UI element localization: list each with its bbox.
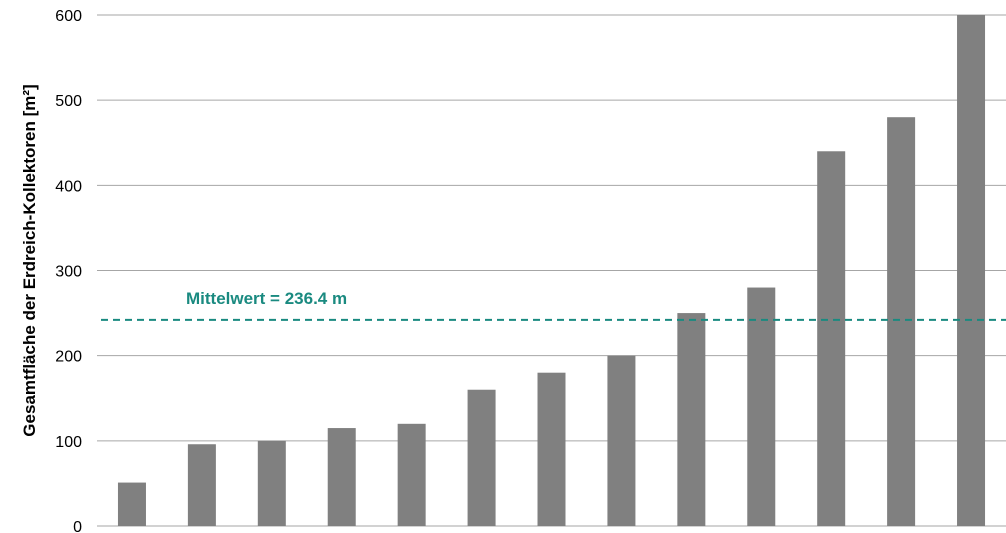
bar	[327, 428, 356, 526]
bar	[187, 444, 216, 526]
bar	[677, 313, 706, 526]
bar	[117, 482, 146, 526]
bars	[117, 15, 986, 526]
gridlines	[97, 14, 1006, 527]
y-tick-label: 0	[73, 519, 82, 533]
y-tick-label: 200	[55, 349, 82, 366]
bar	[607, 355, 636, 526]
bar	[537, 372, 566, 526]
y-tick-label: 600	[55, 8, 82, 25]
y-tick-label: 100	[55, 434, 82, 451]
y-tick-label: 400	[55, 178, 82, 195]
bar	[467, 389, 496, 526]
bar	[957, 15, 986, 526]
bar	[747, 287, 776, 526]
y-axis-ticks: 0 100 200 300 400 500 600	[55, 8, 82, 533]
bar	[887, 117, 916, 526]
mean-label: Mittelwert = 236.4 m	[186, 289, 347, 308]
bar	[817, 151, 846, 526]
y-axis-label: Gesamtfläche der Erdreich-Kollektoren [m…	[20, 84, 39, 436]
y-tick-label: 500	[55, 93, 82, 110]
bar	[397, 423, 426, 526]
bar	[257, 440, 286, 526]
y-tick-label: 300	[55, 264, 82, 281]
